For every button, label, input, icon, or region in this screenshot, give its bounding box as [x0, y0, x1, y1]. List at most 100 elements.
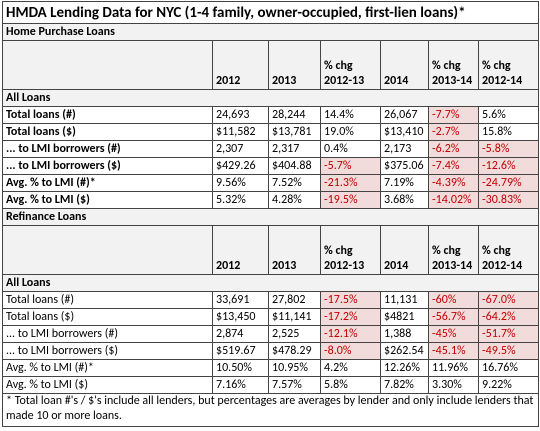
data-cell: $262.54	[380, 342, 429, 360]
group-label: All Loans	[1, 89, 540, 107]
column-header: 2013	[268, 40, 321, 90]
data-cell: $11,141	[268, 308, 321, 326]
data-cell: -19.5%	[320, 191, 381, 209]
data-cell: 9.56%	[212, 174, 269, 192]
data-cell: -17.2%	[320, 308, 381, 326]
data-cell: 2,173	[380, 140, 429, 158]
data-cell: -45%	[428, 325, 479, 343]
group-row: All Loans	[1, 89, 540, 107]
data-cell: -67.0%	[477, 291, 540, 309]
data-cell: 7.52%	[268, 174, 321, 192]
group-label: All Loans	[1, 274, 540, 292]
row-label: ... to LMI borrowers (#)	[2, 325, 213, 343]
data-cell: $519.67	[212, 342, 269, 360]
data-cell: 19.0%	[320, 123, 381, 141]
header-row: 2012 2013% chg 2012-13 2014% chg 2013-14% …	[2, 225, 540, 275]
data-cell: -64.2%	[477, 308, 540, 326]
row-label: Total loans ($)	[2, 123, 213, 141]
data-cell: 33,691	[212, 291, 269, 309]
data-cell: -2.7%	[428, 123, 479, 141]
column-header: % chg 2013-14	[428, 40, 479, 90]
data-cell: 24,693	[212, 106, 269, 124]
data-cell: 7.57%	[268, 376, 321, 394]
column-header: 2012	[212, 40, 269, 90]
data-cell: 16.76%	[477, 359, 540, 377]
column-header: 2014	[380, 225, 429, 275]
data-cell: 5.32%	[212, 191, 269, 209]
data-cell: 2,874	[212, 325, 269, 343]
header-row: 2012 2013% chg 2012-13 2014% chg 2013-14% …	[2, 40, 540, 90]
data-cell: $11,582	[212, 123, 269, 141]
row-label: ... to LMI borrowers ($)	[2, 342, 213, 360]
column-header: % chg 2012-14	[477, 40, 540, 90]
data-row: Avg. % to LMI ($) 7.16% 7.57% 5.8% 7.82% 3.30…	[2, 376, 540, 394]
data-row: ... to LMI borrowers ($) $519.67 $478.29 -8…	[2, 342, 540, 360]
data-cell: 10.95%	[268, 359, 321, 377]
data-cell: 11,131	[380, 291, 429, 309]
data-cell: $404.88	[268, 157, 321, 175]
column-header: 2014	[380, 40, 429, 90]
data-cell: 11.96%	[428, 359, 479, 377]
data-cell: -21.3%	[320, 174, 381, 192]
data-cell: 12.26%	[380, 359, 429, 377]
data-row: Avg. % to LMI (#)* 9.56% 7.52% -21.3% 7.19% -…	[2, 174, 540, 192]
data-cell: -56.7%	[428, 308, 479, 326]
data-row: Total loans ($) $13,450 $11,141 -17.2% $4821…	[2, 308, 540, 326]
data-row: Avg. % to LMI ($) 5.32% 4.28% -19.5% 3.68% -1…	[2, 191, 540, 209]
data-row: Total loans ($) $11,582 $13,781 19.0% $13,41…	[2, 123, 540, 141]
footnote: * Total loan #'s / $'s include all lende…	[1, 393, 540, 427]
data-cell: $429.26	[212, 157, 269, 175]
column-header: % chg 2013-14	[428, 225, 479, 275]
data-cell: 27,802	[268, 291, 321, 309]
column-header: % chg 2012-13	[320, 40, 381, 90]
data-cell: -49.5%	[477, 342, 540, 360]
data-cell: 10.50%	[212, 359, 269, 377]
data-cell: -60%	[428, 291, 479, 309]
data-cell: -7.4%	[428, 157, 479, 175]
data-cell: 15.8%	[477, 123, 540, 141]
row-label: ... to LMI borrowers ($)	[2, 157, 213, 175]
data-cell: 9.22%	[477, 376, 540, 394]
data-cell: $13,450	[212, 308, 269, 326]
data-cell: 3.30%	[428, 376, 479, 394]
data-cell: -14.02%	[428, 191, 479, 209]
data-cell: 2,317	[268, 140, 321, 158]
row-label: Avg. % to LMI ($)	[2, 376, 213, 394]
data-cell: -30.83%	[477, 191, 540, 209]
section-row: Home Purchase Loans	[1, 23, 540, 41]
title-row: HMDA Lending Data for NYC (1-4 family, o…	[1, 1, 540, 24]
data-row: ... to LMI borrowers ($) $429.26 $404.88 -5…	[2, 157, 540, 175]
row-label: Avg. % to LMI (#)*	[2, 174, 213, 192]
data-cell: -12.6%	[477, 157, 540, 175]
column-header: 2012	[212, 225, 269, 275]
data-cell: 2,307	[212, 140, 269, 158]
data-cell: -24.79%	[477, 174, 540, 192]
column-header: 2013	[268, 225, 321, 275]
data-cell: -45.1%	[428, 342, 479, 360]
header-blank	[2, 40, 213, 90]
column-header: % chg 2012-13	[320, 225, 381, 275]
data-cell: 4.28%	[268, 191, 321, 209]
data-cell: 26,067	[380, 106, 429, 124]
data-cell: 28,244	[268, 106, 321, 124]
data-cell: 2,525	[268, 325, 321, 343]
data-cell: 1,388	[380, 325, 429, 343]
data-cell: $4821	[380, 308, 429, 326]
data-row: Total loans (#) 33,691 27,802 -17.5% 11,131-…	[2, 291, 540, 309]
row-label: Total loans (#)	[2, 106, 213, 124]
data-cell: -7.7%	[428, 106, 479, 124]
data-cell: 0.4%	[320, 140, 381, 158]
group-row: All Loans	[1, 274, 540, 292]
data-cell: 14.4%	[320, 106, 381, 124]
data-cell: -8.0%	[320, 342, 381, 360]
data-cell: $478.29	[268, 342, 321, 360]
row-label: Avg. % to LMI (#)*	[2, 359, 213, 377]
data-cell: -51.7%	[477, 325, 540, 343]
data-cell: 3.68%	[380, 191, 429, 209]
data-cell: 5.8%	[320, 376, 381, 394]
data-cell: 7.16%	[212, 376, 269, 394]
section-row: Refinance Loans	[1, 208, 540, 226]
section-title: Home Purchase Loans	[1, 23, 540, 41]
